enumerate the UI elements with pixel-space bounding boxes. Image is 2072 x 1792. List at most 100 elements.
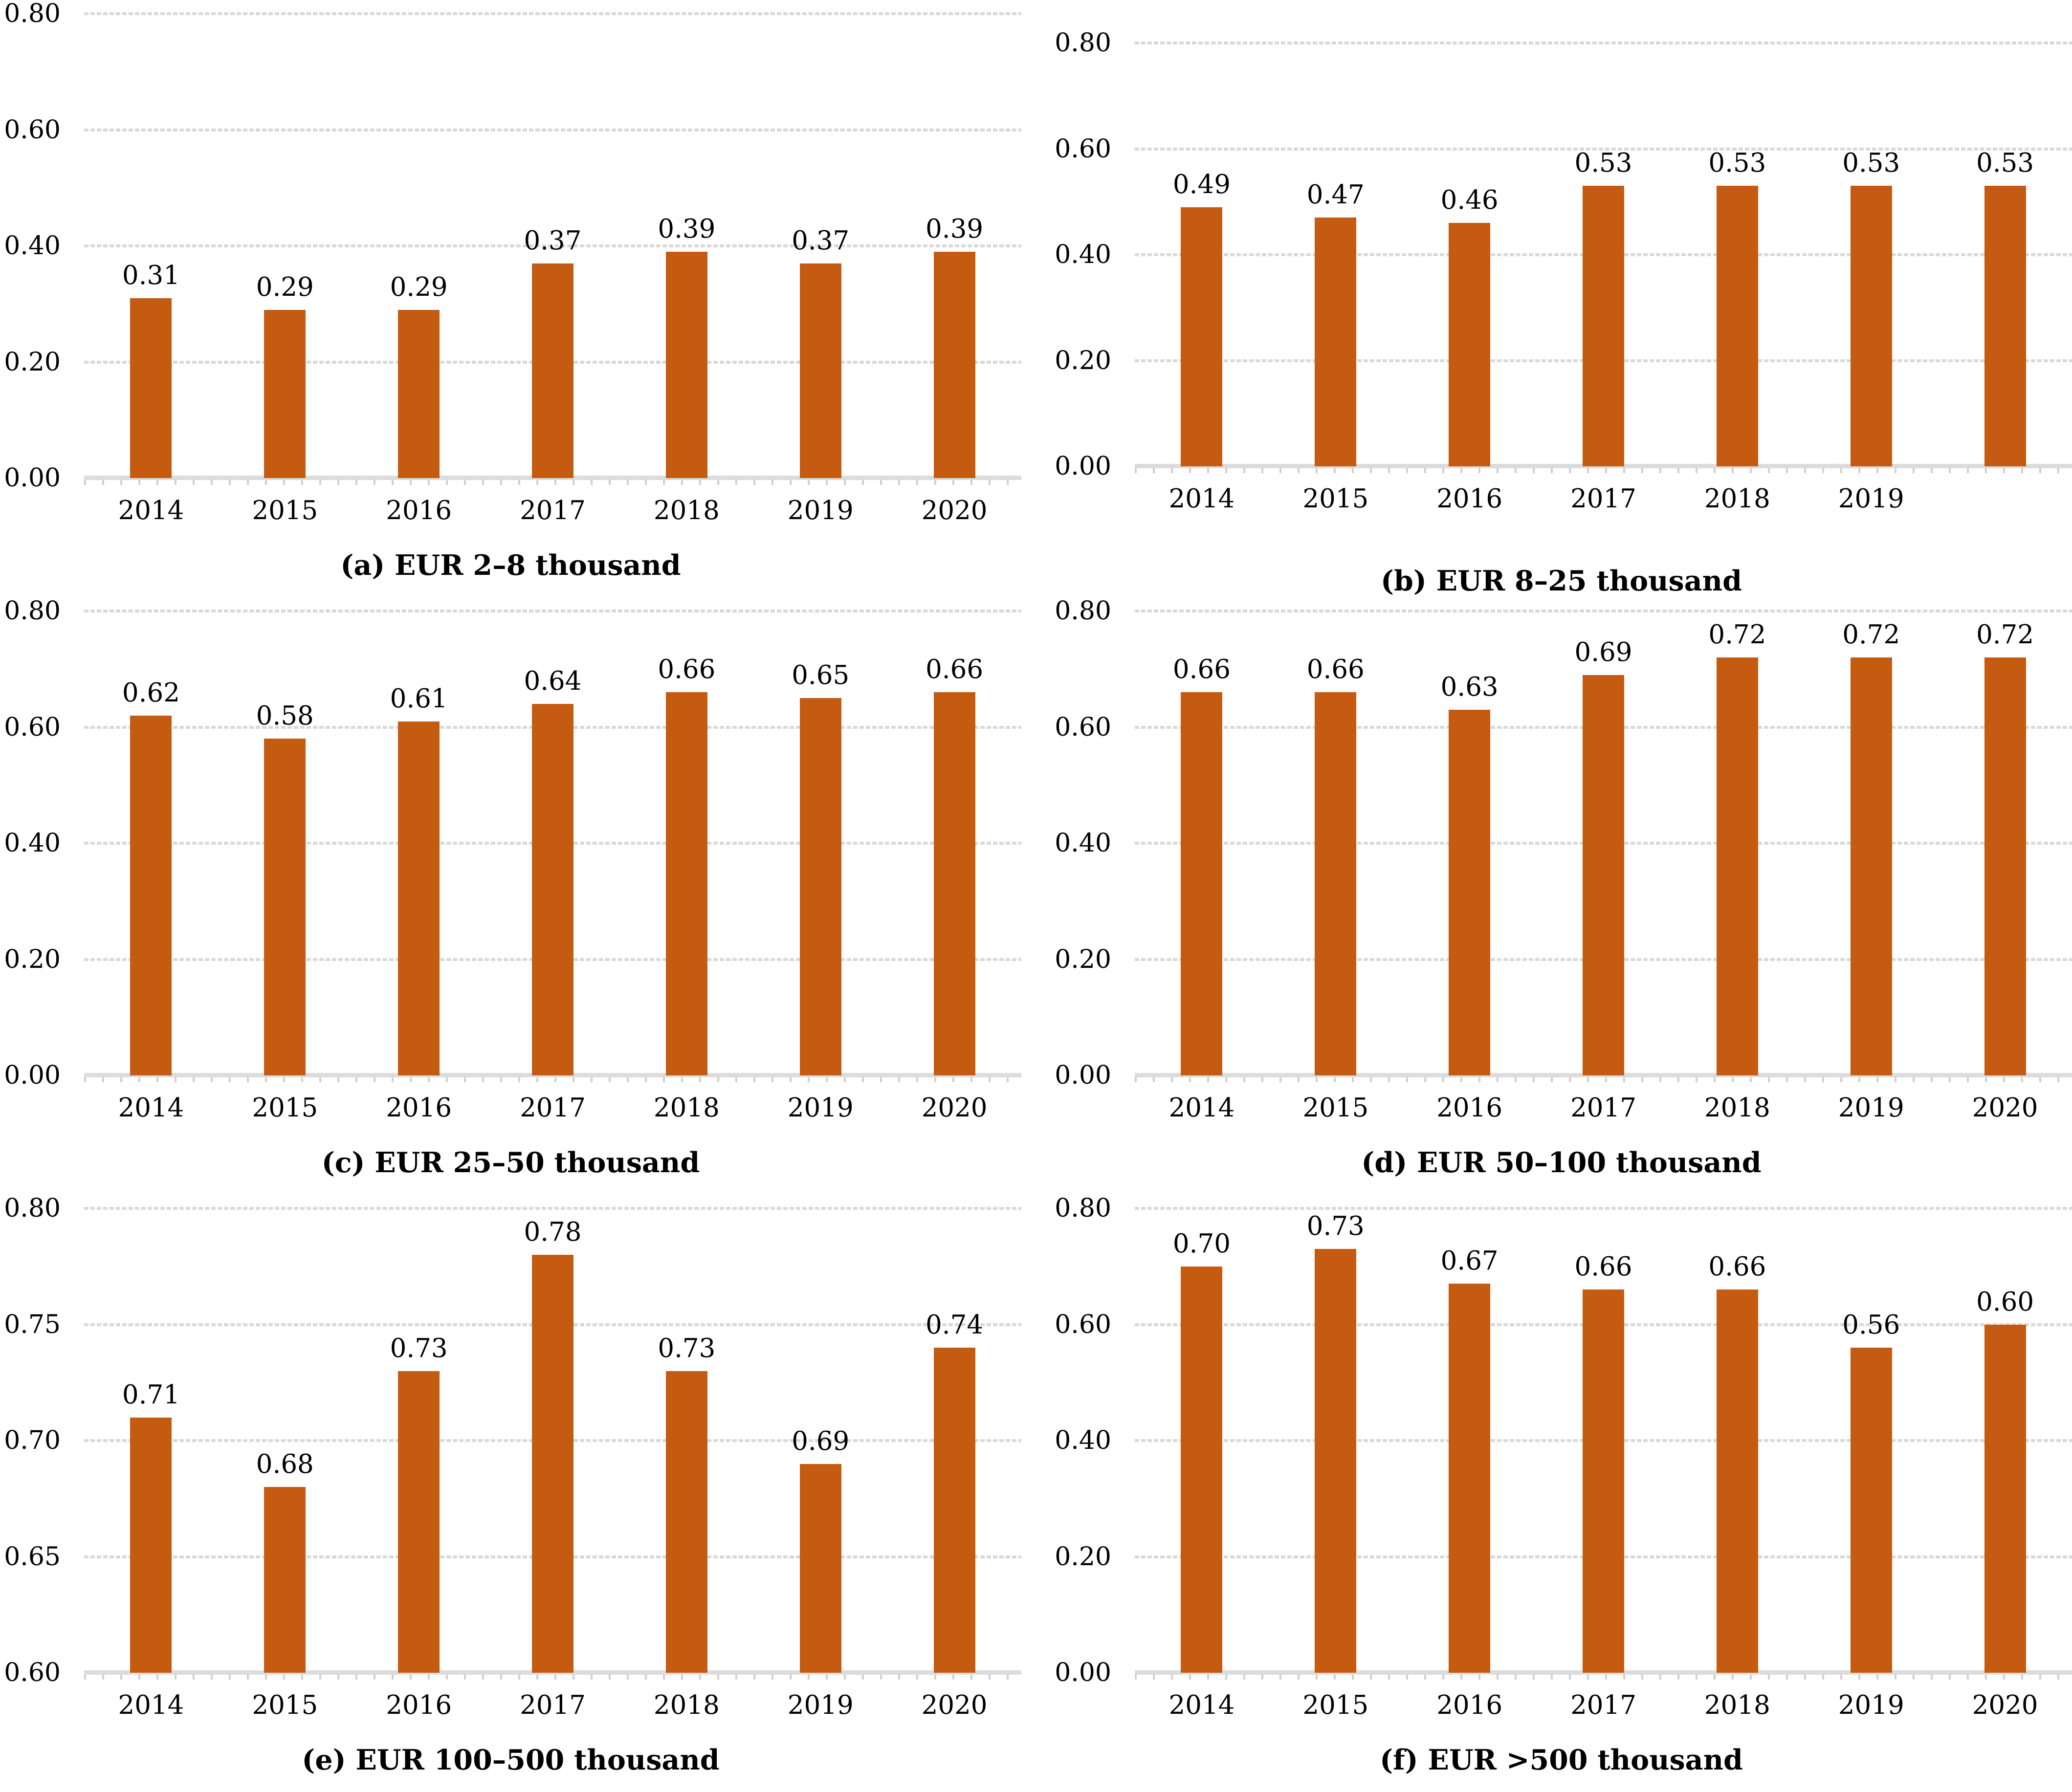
- plot-row: 0.80 0.60 0.40 0.20 0.00 0.70 0.73 0.67 …: [1051, 1194, 2072, 1687]
- data-label: 0.53: [1976, 148, 2034, 178]
- bar-group: 0.69: [753, 1208, 887, 1673]
- plot-row: 0.80 0.75 0.70 0.65 0.60 0.71 0.68 0.73 …: [0, 1194, 1021, 1687]
- data-label: 0.69: [1574, 637, 1632, 667]
- x-tick-label: 2015: [1302, 1690, 1369, 1720]
- bar: 0.69: [792, 1426, 849, 1673]
- data-label: 0.29: [390, 272, 448, 302]
- bar: 0.31: [122, 261, 180, 478]
- y-tick-label: 0.00: [4, 463, 61, 493]
- x-tick-label: 2017: [520, 496, 586, 525]
- gridline: [1135, 610, 2072, 612]
- bar: 0.61: [390, 684, 448, 1075]
- y-tick-label: 0.40: [1055, 1426, 1111, 1455]
- y-tick-label: 0.40: [1055, 829, 1111, 858]
- x-tick-label: 2016: [386, 496, 452, 525]
- y-tick-label: 0.20: [4, 347, 61, 377]
- bar: 0.73: [1307, 1211, 1365, 1673]
- x-tick-label: 2019: [787, 496, 854, 525]
- bar-group: 0.73: [352, 1208, 486, 1673]
- bar-group: 0.29: [218, 14, 352, 478]
- x-tick-label: 2019: [787, 1093, 854, 1123]
- x-tick-label: 2016: [386, 1690, 452, 1720]
- x-axis: 2014 2015 2016 2017 2018 2019 2020: [84, 1690, 1021, 1720]
- bars: 0.66 0.66 0.63 0.69 0.72 0.72 0.72: [1135, 611, 2072, 1075]
- data-label: 0.66: [1708, 1252, 1766, 1282]
- x-axis: 2014 2015 2016 2017 2018 2019: [1135, 484, 2072, 514]
- bar: 0.60: [1976, 1287, 2034, 1673]
- bar: 0.53: [1842, 148, 1900, 466]
- bar-group: 0.53: [1938, 43, 2072, 466]
- y-tick-label: 0.20: [4, 944, 61, 974]
- bar: 0.29: [390, 272, 448, 478]
- bar-group: 0.65: [753, 611, 887, 1075]
- y-tick-label: 0.80: [1055, 596, 1111, 626]
- x-tick-label: 2019: [1838, 484, 1904, 514]
- y-tick-label: 0.00: [1055, 452, 1111, 481]
- data-label: 0.39: [926, 214, 984, 244]
- bar: 0.46: [1441, 185, 1499, 466]
- bar: 0.66: [1574, 1252, 1632, 1673]
- bar: 0.72: [1976, 620, 2034, 1075]
- x-axis: 2014 2015 2016 2017 2018 2019 2020: [84, 496, 1021, 525]
- data-label: 0.66: [1172, 655, 1231, 685]
- y-axis: 0.80 0.60 0.40 0.20 0.00: [0, 0, 84, 493]
- bar-group: 0.68: [218, 1208, 352, 1673]
- bar-group: 0.53: [1670, 43, 1804, 466]
- chart-panel-a: 0.80 0.60 0.40 0.20 0.00 0.31 0.29 0.29 …: [0, 0, 1021, 597]
- y-tick-label: 0.80: [4, 1194, 61, 1223]
- bar: 0.71: [122, 1380, 180, 1673]
- bar-group: 0.62: [84, 611, 218, 1075]
- x-tick-label: 2017: [1570, 484, 1636, 514]
- gridline: [84, 12, 1021, 15]
- y-tick-label: 0.20: [1055, 346, 1111, 375]
- data-label: 0.66: [1306, 655, 1365, 685]
- plot-area: 0.31 0.29 0.29 0.37 0.39 0.37 0.39: [84, 12, 1021, 485]
- x-tick-label: 2014: [118, 496, 184, 525]
- bar-group: 0.64: [486, 611, 620, 1075]
- bar-group: 0.31: [84, 14, 218, 478]
- y-axis: 0.80 0.60 0.40 0.20 0.00: [1051, 1194, 1135, 1687]
- data-label: 0.71: [122, 1379, 180, 1410]
- y-tick-label: 0.80: [4, 0, 61, 28]
- bar-group: 0.73: [1269, 1208, 1403, 1673]
- data-label: 0.66: [1574, 1252, 1632, 1282]
- y-tick-label: 0.40: [4, 829, 61, 858]
- data-label: 0.72: [1708, 620, 1766, 650]
- x-tick-label: 2015: [1302, 484, 1369, 514]
- chart-caption: (a) EUR 2–8 thousand: [340, 549, 681, 582]
- x-tick-label: 2017: [520, 1093, 586, 1123]
- bar: 0.69: [1574, 637, 1632, 1075]
- y-tick-label: 0.60: [4, 712, 61, 742]
- x-tick-label: 2018: [1704, 1690, 1770, 1720]
- x-axis: 2014 2015 2016 2017 2018 2019 2020: [84, 1093, 1021, 1123]
- data-label: 0.61: [390, 683, 448, 714]
- y-axis: 0.80 0.75 0.70 0.65 0.60: [0, 1194, 84, 1687]
- gridline: [1135, 1207, 2072, 1210]
- x-tick-label: 2019: [1838, 1690, 1904, 1720]
- plot-area: 0.49 0.47 0.46 0.53 0.53 0.53 0.53: [1135, 42, 2072, 473]
- y-axis: 0.80 0.60 0.40 0.20 0.00: [0, 596, 84, 1090]
- bar: 0.66: [1708, 1252, 1766, 1673]
- data-label: 0.53: [1842, 148, 1900, 178]
- x-tick-label: [1938, 484, 2072, 514]
- data-label: 0.37: [792, 225, 850, 256]
- bar-group: 0.72: [1804, 611, 1938, 1075]
- bar-group: 0.37: [753, 14, 887, 478]
- y-tick-label: 0.80: [1055, 28, 1111, 58]
- bar: 0.58: [256, 701, 314, 1075]
- data-label: 0.73: [658, 1333, 716, 1363]
- data-label: 0.37: [524, 225, 582, 256]
- y-tick-label: 0.40: [1055, 240, 1111, 269]
- bars: 0.71 0.68 0.73 0.78 0.73 0.69 0.74: [84, 1208, 1021, 1673]
- x-tick-label: 2015: [252, 496, 318, 525]
- y-tick-label: 0.20: [1055, 1542, 1111, 1572]
- data-label: 0.56: [1842, 1310, 1900, 1340]
- x-tick-label: 2017: [520, 1690, 586, 1720]
- data-label: 0.73: [1306, 1211, 1365, 1242]
- bar-group: 0.49: [1135, 43, 1269, 466]
- y-tick-label: 0.65: [4, 1542, 61, 1572]
- gridline: [84, 244, 1021, 247]
- chart-panel-c: 0.80 0.60 0.40 0.20 0.00 0.62 0.58 0.61 …: [0, 596, 1021, 1195]
- y-tick-label: 0.60: [1055, 1310, 1111, 1339]
- bar: 0.66: [1173, 655, 1231, 1075]
